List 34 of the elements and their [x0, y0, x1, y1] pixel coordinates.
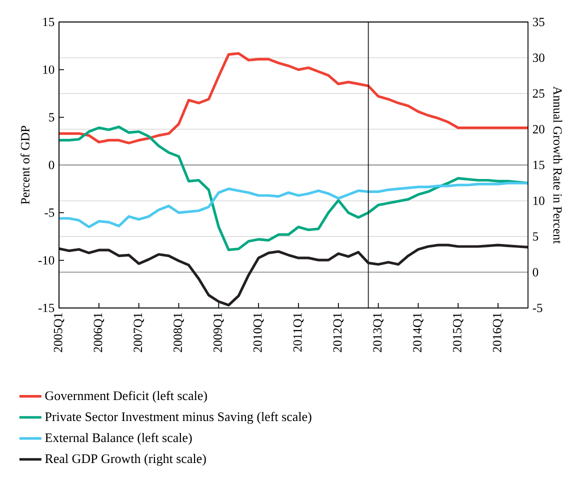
y2-tick-label: -5 — [532, 304, 542, 312]
x-tick-label: 2005Q1 — [54, 313, 64, 352]
legend-label: External Balance (left scale) — [45, 432, 192, 445]
x-tick-label: 2016Q1 — [492, 313, 504, 352]
y2-tick-label: 0 — [532, 268, 538, 276]
x-tick-label: 2011Q1 — [293, 313, 304, 352]
y-tick-label: 0 — [48, 160, 54, 170]
y2-tick-label: 25 — [532, 89, 544, 98]
y-tick-label: -10 — [38, 256, 54, 265]
x-tick-label: 2010Q1 — [253, 313, 264, 352]
y2-tick-label: 10 — [533, 196, 544, 205]
y-tick-label: -15 — [38, 304, 54, 312]
y2-tick-label: 15 — [533, 160, 544, 170]
y2-axis-title: Annual Growth Rate in Percent — [553, 86, 562, 244]
x-tick-label: 2008Q1 — [174, 313, 184, 352]
x-tick-label: 2012Q1 — [333, 313, 344, 352]
y-tick-label: 15 — [43, 18, 54, 26]
y-axis-title: Percent of GDP — [20, 126, 30, 204]
y-tick-label: 5 — [49, 113, 54, 122]
legend-label: Private Sector Investment minus Saving (left scale) — [45, 412, 312, 424]
y2-tick-label: 20 — [532, 125, 544, 134]
y2-tick-label: 30 — [532, 54, 544, 62]
x-tick-label: 2013Q1 — [373, 313, 384, 352]
x-tick-label: 2009Q1 — [213, 313, 224, 352]
y-tick-label: 10 — [43, 65, 54, 74]
legend-label: Real GDP Growth (right scale) — [45, 454, 206, 466]
y-tick-label: -5 — [44, 208, 54, 217]
x-tick-label: 2014Q1 — [413, 313, 424, 352]
y2-tick-label: 35 — [532, 18, 544, 26]
x-tick-label: 2015Q1 — [452, 313, 464, 352]
x-tick-label: 2007Q1 — [134, 313, 144, 352]
x-tick-label: 2006Q1 — [94, 313, 104, 352]
legend-label: Government Deficit (left scale) — [45, 390, 207, 403]
y2-tick-label: 5 — [533, 232, 538, 241]
